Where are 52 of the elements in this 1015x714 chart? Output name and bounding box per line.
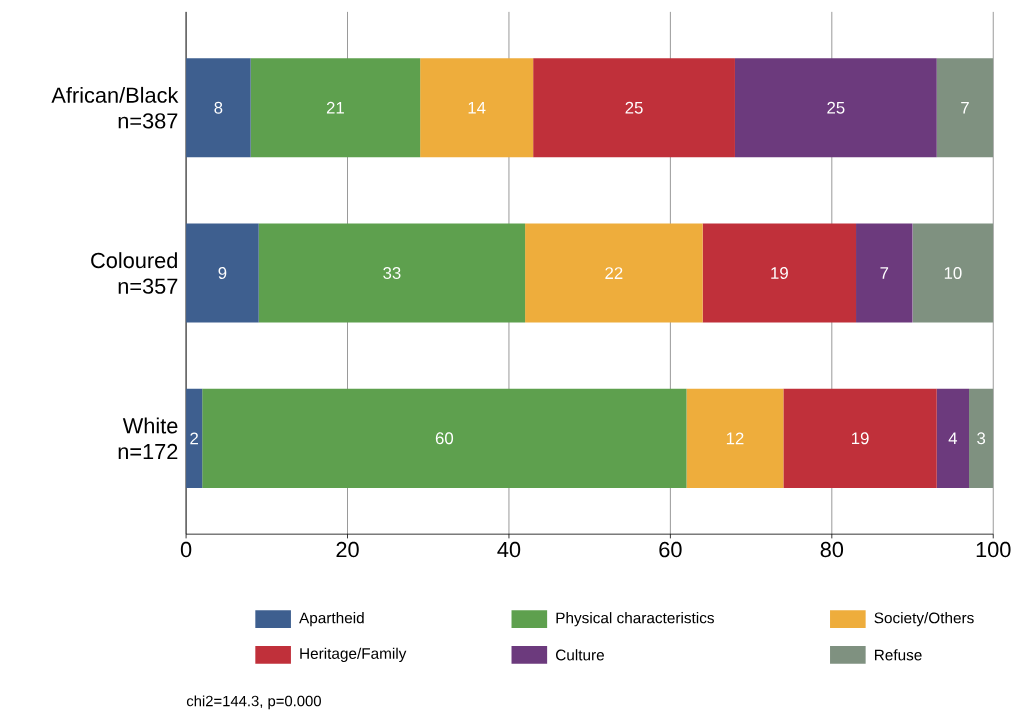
- bar: [702, 223, 857, 323]
- bar: [420, 58, 534, 158]
- data-label: 14: [468, 101, 486, 114]
- bar: [250, 58, 421, 158]
- bar: [936, 388, 970, 488]
- data-label: 7: [961, 101, 969, 114]
- legend-label: Culture: [556, 649, 604, 661]
- legend-label: Heritage/Family: [300, 647, 407, 662]
- data-label: 9: [218, 266, 227, 279]
- data-label: 25: [827, 101, 845, 114]
- bar: [783, 388, 937, 488]
- bar: [186, 223, 259, 323]
- bar: [202, 388, 687, 488]
- bar: [856, 223, 913, 323]
- bar: [533, 58, 735, 158]
- y-tick-label: African/Black n=387: [51, 86, 179, 129]
- data-label: 33: [383, 266, 401, 279]
- bar: [686, 388, 784, 488]
- data-label: 4: [948, 432, 958, 444]
- data-label: 22: [605, 267, 623, 279]
- legend-label: Society/Others: [874, 612, 974, 627]
- bar: [936, 58, 994, 158]
- x-tick-label: 100: [976, 541, 1011, 558]
- data-label: 8: [214, 101, 223, 114]
- y-tick-label: Coloured n=357: [91, 252, 178, 294]
- bar: [969, 388, 994, 488]
- bar: [258, 223, 526, 323]
- x-tick-label: 20: [336, 541, 359, 558]
- data-label: 25: [625, 101, 643, 114]
- text: chi2=144.3, p=0.000: [186, 695, 321, 710]
- x-tick-label: 60: [659, 541, 682, 558]
- legend-label: Physical characteristics: [556, 612, 714, 627]
- bar: [186, 388, 203, 488]
- data-label: 12: [726, 432, 744, 445]
- x-tick-label: 0: [180, 541, 192, 558]
- data-label: 19: [771, 266, 788, 279]
- data-label: 7: [880, 267, 889, 279]
- data-label: 19: [852, 432, 869, 445]
- bar: [525, 223, 703, 323]
- bar: [734, 58, 937, 158]
- legend-label: Refuse: [875, 649, 922, 661]
- legend-label: Apartheid: [299, 612, 364, 627]
- data-label: 60: [435, 432, 454, 445]
- data-label: 3: [977, 432, 986, 445]
- bar: [912, 223, 994, 323]
- data-label: 10: [944, 266, 962, 279]
- x-tick-label: 80: [820, 541, 844, 558]
- x-tick-label: 40: [497, 541, 521, 558]
- data-label: 2: [190, 432, 198, 445]
- y-tick-label: White n=172: [118, 417, 178, 459]
- data-label: 21: [326, 101, 344, 114]
- bar: [186, 58, 251, 158]
